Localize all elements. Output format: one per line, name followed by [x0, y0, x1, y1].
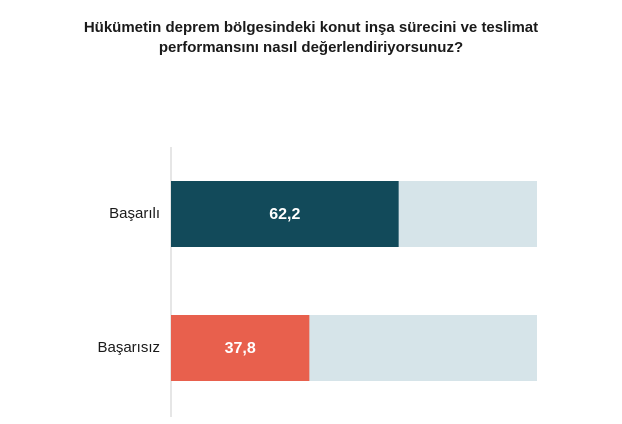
- bar: [171, 315, 310, 381]
- data-label: 62,2: [269, 206, 300, 223]
- chart-title-line-1: Hükümetin deprem bölgesindeki konut inşa…: [83, 19, 539, 36]
- chart-title-line-2: performansını nasıl değerlendiriyorsunuz…: [158, 39, 464, 56]
- category-label: Başarısız: [97, 339, 160, 356]
- bar: [171, 181, 399, 247]
- data-label: 37,8: [225, 340, 256, 357]
- category-label: Başarılı: [109, 205, 160, 222]
- chart-title: Hükümetin deprem bölgesindeki konut inşa…: [0, 18, 622, 58]
